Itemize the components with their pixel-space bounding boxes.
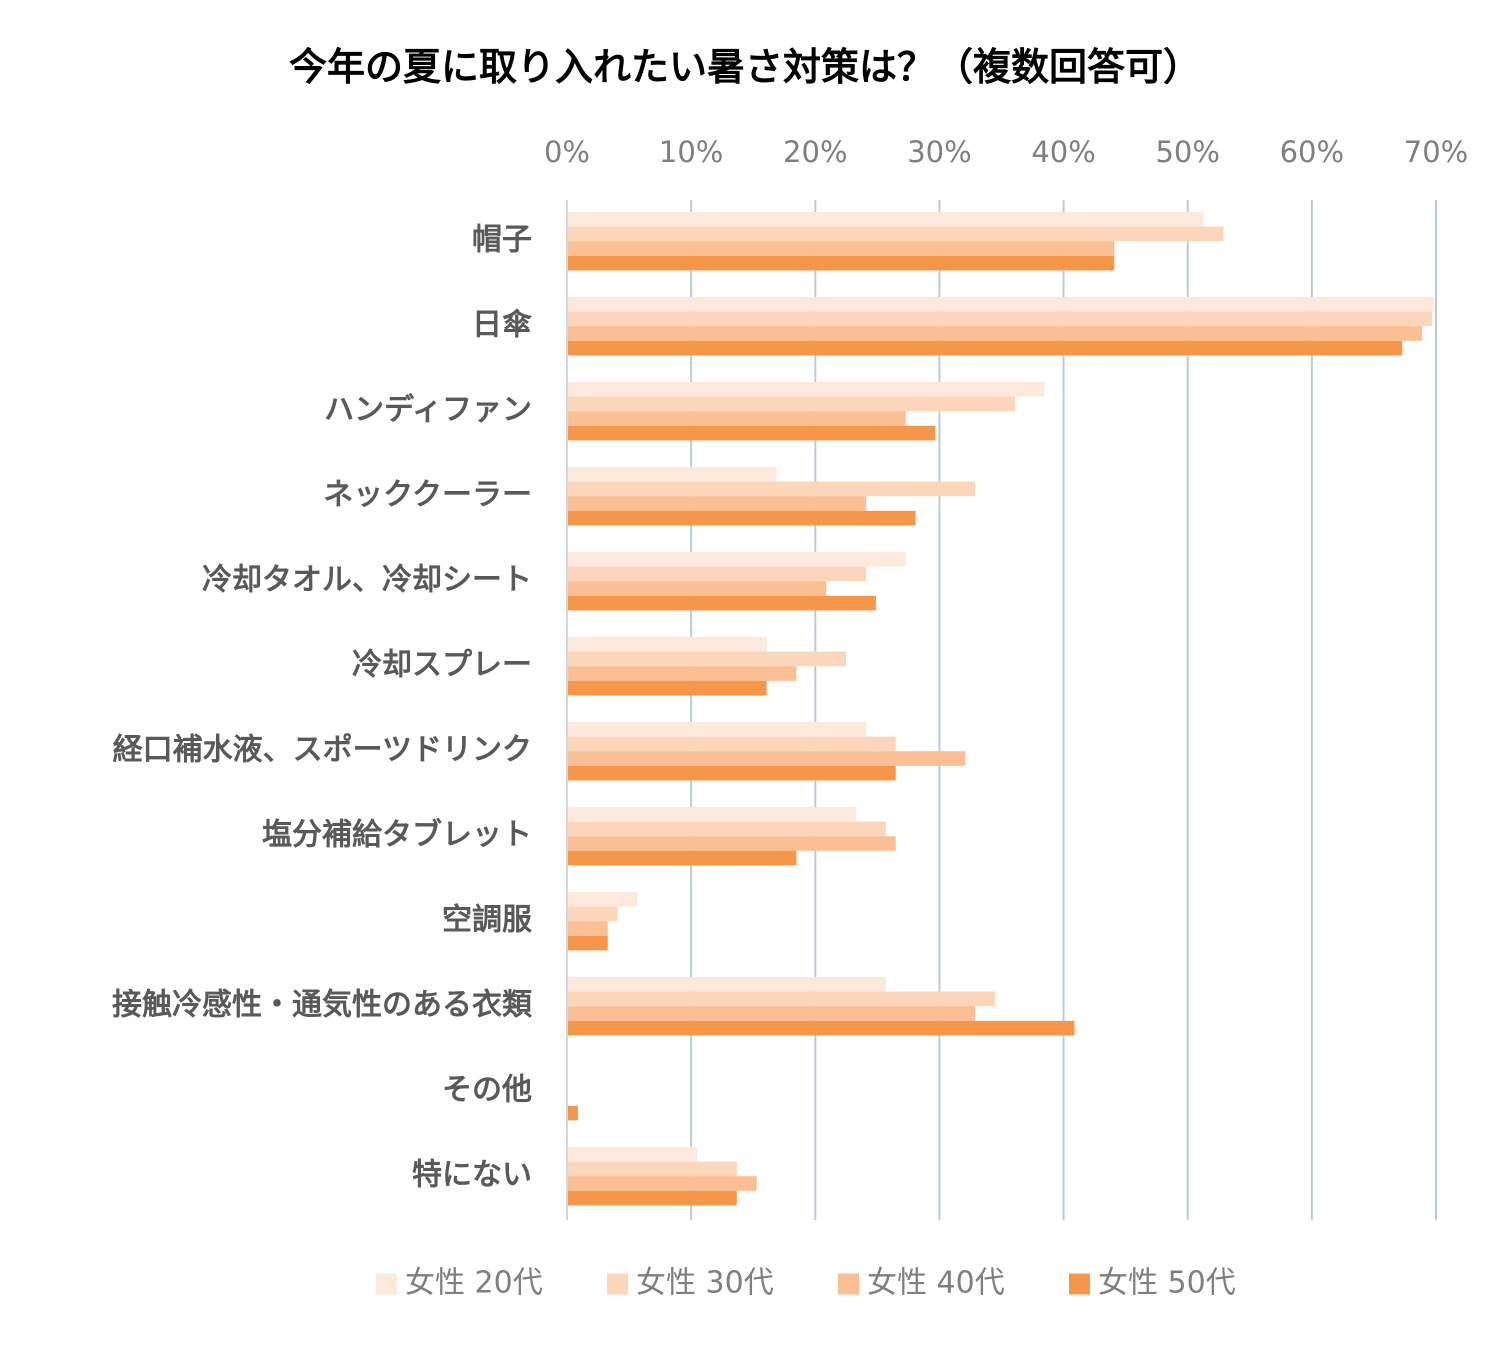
category-labels: 帽子日傘ハンディファンネッククーラー冷却タオル、冷却シート冷却スプレー経口補水液…: [112, 223, 533, 1193]
bar-3-0: [568, 467, 777, 482]
legend: 女性 20代 女性 30代 女性 40代 女性 50代: [376, 1266, 1236, 1301]
category-label: 接触冷感性・通気性のある衣類: [112, 988, 533, 1023]
bar-5-1: [568, 651, 847, 667]
bar-5-2: [568, 666, 797, 681]
bar-0-3: [568, 255, 1115, 271]
bar-2-3: [568, 425, 936, 441]
legend-label: 女性 20代: [405, 1266, 543, 1301]
bar-1-2: [568, 326, 1423, 341]
x-tick-label: 30%: [907, 135, 971, 169]
category-label: 特にない: [412, 1158, 532, 1193]
bar-4-3: [568, 595, 876, 611]
legend-swatch: [1069, 1273, 1090, 1295]
category-label: 空調服: [442, 903, 533, 938]
bar-4-0: [568, 552, 906, 567]
bar-0-2: [568, 241, 1115, 256]
bar-7-0: [568, 807, 857, 822]
category-label: ネッククーラー: [323, 478, 532, 513]
bar-8-3: [568, 935, 608, 951]
category-label: 冷却スプレー: [352, 648, 532, 683]
bar-1-1: [568, 311, 1433, 327]
bar-4-2: [568, 581, 827, 596]
x-tick-label: 40%: [1031, 135, 1095, 169]
bar-2-0: [568, 382, 1045, 397]
bar-7-3: [568, 850, 797, 866]
legend-label: 女性 40代: [867, 1266, 1005, 1301]
category-label: ハンディファン: [324, 393, 532, 428]
x-tick-label: 20%: [783, 135, 847, 169]
bar-11-2: [568, 1176, 757, 1191]
bar-10-3: [568, 1105, 578, 1121]
bar-2-2: [568, 411, 906, 426]
bar-11-3: [568, 1190, 737, 1206]
gridlines: [566, 200, 1437, 1220]
legend-swatch: [376, 1273, 397, 1295]
bar-6-3: [568, 765, 896, 781]
bar-5-0: [568, 637, 767, 652]
bar-7-1: [568, 821, 886, 837]
bar-1-3: [568, 340, 1403, 356]
bar-9-0: [568, 977, 886, 992]
legend-swatch: [607, 1273, 628, 1295]
category-label: 経口補水液、スポーツドリンク: [113, 733, 532, 768]
bar-5-3: [568, 680, 767, 696]
legend-label: 女性 50代: [1098, 1266, 1236, 1301]
chart-title: 今年の夏に取り入れたい暑さ対策は？（複数回答可）: [289, 45, 1201, 89]
legend-label: 女性 30代: [636, 1266, 774, 1301]
x-axis-ticks: 0% 10% 20% 30% 40% 50% 60% 70%: [544, 135, 1468, 169]
legend-swatch: [838, 1273, 859, 1295]
category-label: 日傘: [472, 308, 532, 343]
bar-1-0: [568, 297, 1435, 312]
bar-11-1: [568, 1161, 737, 1177]
bar-6-1: [568, 736, 896, 752]
bar-8-0: [568, 892, 638, 907]
bar-9-3: [568, 1020, 1075, 1036]
bar-9-2: [568, 1006, 976, 1021]
bar-4-1: [568, 566, 866, 582]
category-label: 冷却タオル、冷却シート: [202, 563, 532, 598]
bar-7-2: [568, 836, 896, 851]
category-label: 帽子: [472, 223, 532, 258]
category-label: 塩分補給タブレット: [262, 818, 532, 853]
bar-0-0: [568, 212, 1204, 227]
bar-6-0: [568, 722, 866, 737]
bar-8-1: [568, 906, 618, 922]
bar-11-0: [568, 1147, 698, 1162]
bar-2-1: [568, 396, 1015, 412]
bar-8-2: [568, 921, 608, 936]
bar-3-3: [568, 510, 916, 526]
x-tick-label: 60%: [1280, 135, 1344, 169]
x-tick-label: 10%: [659, 135, 723, 169]
x-tick-label: 50%: [1155, 135, 1219, 169]
bar-0-1: [568, 226, 1224, 242]
bars: [568, 212, 1435, 1206]
x-tick-label: 70%: [1404, 135, 1468, 169]
bar-6-2: [568, 751, 966, 766]
category-label: その他: [442, 1073, 532, 1108]
bar-3-2: [568, 496, 866, 511]
bar-9-1: [568, 991, 996, 1007]
x-tick-label: 0%: [544, 135, 590, 169]
bar-3-1: [568, 481, 976, 497]
